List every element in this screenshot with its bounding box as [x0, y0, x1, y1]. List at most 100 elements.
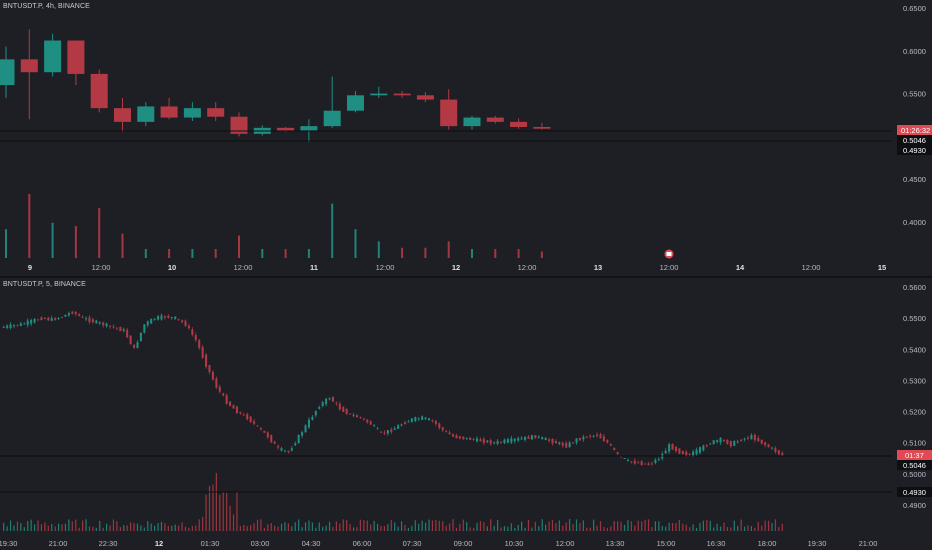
bottom-chart-pane[interactable]: 0.5600 0.5500 0.5400 0.5300 0.5200 0.5100 0.50… — [0, 278, 932, 550]
top-candle-body — [440, 99, 458, 127]
pane-divider[interactable] — [0, 276, 932, 278]
bottom-price-label: 0.5600 — [903, 283, 926, 292]
bottom-candle-body — [136, 342, 139, 349]
bottom-candle-body — [78, 314, 81, 316]
bottom-volume-bar — [359, 519, 362, 531]
bottom-volume-bar — [178, 525, 180, 531]
bottom-volume-bar — [140, 525, 142, 531]
bottom-volume-bar — [92, 526, 94, 531]
bottom-candle-body — [277, 446, 280, 448]
top-volume-bar — [517, 249, 520, 258]
bottom-candle-body — [500, 441, 503, 443]
top-volume-bar — [28, 194, 31, 258]
bottom-candle-body — [109, 325, 112, 327]
bottom-candle-body — [26, 320, 29, 326]
bottom-volume-bar — [689, 527, 691, 531]
bottom-volume-bar — [349, 524, 351, 531]
bottom-volume-bar — [315, 527, 317, 531]
bottom-volume-bar — [219, 494, 221, 531]
bottom-volume-bar — [253, 523, 255, 531]
bottom-candle-body — [328, 398, 331, 400]
bottom-candle-body — [644, 463, 647, 465]
bottom-volume-bar — [733, 520, 735, 531]
bottom-candle-body — [146, 321, 149, 326]
top-volume-bar — [261, 249, 264, 258]
bottom-candle-body — [445, 431, 448, 433]
bottom-volume-bar — [486, 526, 488, 531]
bottom-volume-bar — [692, 524, 694, 531]
bottom-volume-bar — [507, 526, 509, 531]
bottom-candle-body — [283, 450, 286, 452]
bottom-candle-body — [266, 432, 269, 438]
bottom-candle-body — [273, 441, 276, 444]
top-volume-bar — [331, 203, 334, 258]
bottom-time-label: 16:30 — [707, 539, 726, 548]
top-chart-pane[interactable]: 0.6500 0.6000 0.5500 0.4500 0.4000 01:26:32 0.… — [0, 0, 932, 276]
bottom-chart-symbol: BNTUSDT.P, 5, BINANCE — [3, 281, 86, 288]
bottom-candle-body — [712, 440, 715, 445]
bottom-volume-bar — [459, 523, 461, 531]
bottom-volume-bar — [51, 523, 53, 531]
bottom-volume-bar — [716, 523, 718, 531]
bottom-candle-body — [153, 318, 156, 320]
bottom-time-label: 15:00 — [657, 539, 676, 548]
bottom-volume-bar — [706, 519, 708, 531]
bottom-candle-body — [613, 447, 616, 451]
bottom-candle-body — [71, 311, 74, 314]
bottom-volume-bar — [452, 519, 454, 531]
top-chart-canvas[interactable]: 0.65000.60000.55000.45000.400001:26:320.… — [0, 0, 932, 276]
bottom-volume-bar — [61, 524, 63, 531]
bottom-volume-bar — [469, 527, 471, 531]
bottom-volume-bar — [579, 522, 581, 531]
bottom-volume-bar — [575, 519, 578, 531]
bottom-time-label: 07:30 — [403, 539, 422, 548]
bottom-candle-body — [431, 420, 434, 422]
top-time-label: 12:00 — [802, 263, 821, 272]
bottom-candle-body — [427, 418, 431, 421]
bottom-volume-bar — [318, 522, 320, 531]
top-volume-bar — [191, 249, 194, 258]
bottom-candle-body — [239, 411, 242, 414]
bottom-candle-body — [280, 448, 283, 451]
top-time-label: 12:00 — [234, 263, 253, 272]
bottom-volume-bar — [390, 520, 392, 531]
bottom-candle-body — [626, 459, 629, 461]
bottom-volume-bar — [202, 516, 204, 531]
bottom-candle-body — [181, 320, 184, 323]
bottom-volume-bar — [256, 519, 259, 531]
bottom-volume-bar — [421, 520, 423, 531]
bottom-volume-bar — [291, 526, 293, 531]
top-candle-body — [300, 126, 318, 131]
bottom-candle-body — [441, 427, 444, 431]
bottom-volume-bar — [229, 505, 231, 531]
bottom-candle-body — [355, 415, 359, 418]
top-time-label: 12:00 — [518, 263, 537, 272]
bottom-time-label: 12:00 — [556, 539, 575, 548]
bottom-candle-body — [513, 438, 516, 442]
bottom-volume-bar — [695, 527, 698, 531]
bottom-volume-bar — [637, 520, 639, 531]
bottom-candle-body — [722, 440, 726, 442]
bottom-volume-bar — [685, 524, 687, 531]
bottom-countdown-text: 01:37 — [905, 451, 924, 460]
bottom-candle-body — [726, 439, 729, 445]
bottom-volume-bar — [593, 519, 595, 531]
bottom-chart-canvas[interactable]: 0.5600 0.5500 0.5400 0.5300 0.5200 0.5100 0.50… — [0, 278, 932, 550]
bottom-candle-body — [719, 437, 722, 443]
bottom-candle-body — [30, 319, 33, 324]
bottom-candle-body — [709, 443, 712, 445]
bottom-volume-bar — [558, 520, 560, 531]
top-volume-bar — [51, 222, 54, 258]
bottom-volume-bar — [246, 526, 248, 531]
bottom-candle-body — [599, 434, 602, 439]
bottom-candle-body — [311, 416, 314, 420]
bottom-volume-bar — [719, 526, 722, 531]
bottom-volume-bar — [322, 526, 324, 531]
bottom-volume-bar — [462, 519, 464, 531]
bottom-candle-body — [695, 449, 698, 455]
top-candle-body — [486, 117, 504, 122]
bottom-volume-bar — [82, 520, 84, 531]
bottom-candle-body — [229, 401, 232, 407]
bottom-volume-bar — [260, 519, 262, 531]
bottom-candle-body — [314, 410, 317, 416]
